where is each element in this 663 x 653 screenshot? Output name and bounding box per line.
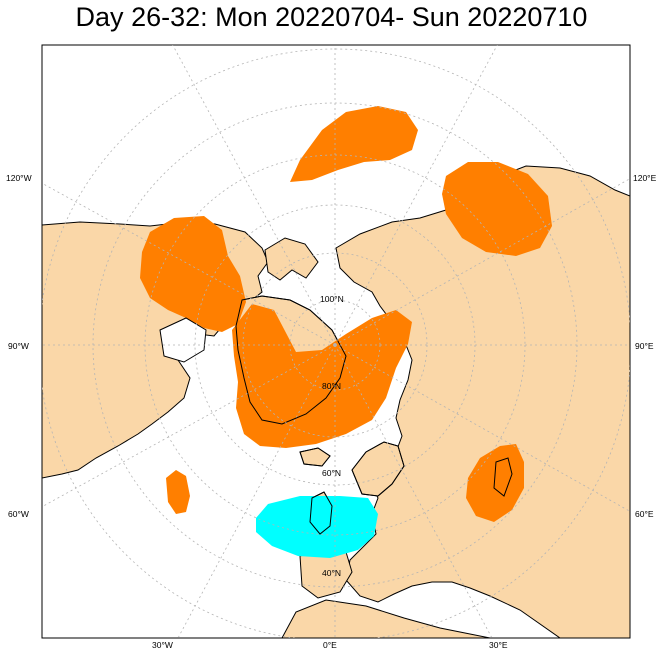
meridian-120w [42, 182, 336, 346]
caspian-coast [493, 457, 513, 497]
positive-anomaly-east-siberia [442, 162, 552, 256]
negative-anomaly-western-europe [256, 496, 378, 558]
lat-label-60n: 60°N [322, 468, 341, 478]
lon-label-30e: 30°E [489, 640, 508, 650]
lon-label-0e: 0°E [323, 640, 337, 650]
meridian-30e [334, 344, 493, 638]
lon-label-60e: 60°E [635, 509, 654, 519]
meridian-30w [177, 344, 336, 638]
positive-anomaly-atlantic-europe [232, 304, 412, 448]
positive-anomaly-atlantic-south [166, 470, 190, 514]
british-isles-coast [309, 491, 333, 535]
lon-label-120w: 120°W [6, 173, 32, 183]
meridian-60w [42, 344, 336, 508]
anomaly-layer [140, 106, 552, 558]
graticule [42, 45, 630, 638]
lon-label-120e: 120°E [633, 173, 657, 183]
lon-label-90e: 90°E [635, 341, 654, 351]
positive-anomaly-north-pacific [290, 106, 418, 182]
arctic-islands-land [264, 237, 319, 281]
scandinavia-coast [351, 441, 405, 497]
lat-label-pole: 100°N [320, 294, 344, 304]
lat-label-40n: 40°N [322, 568, 341, 578]
lon-label-90w: 90°W [8, 341, 29, 351]
iceland-coast [299, 447, 331, 467]
hudson-bay-coast [159, 317, 207, 363]
north-africa-land [281, 599, 491, 638]
lon-label-60w: 60°W [8, 509, 29, 519]
positive-anomaly-canada [140, 216, 246, 332]
lon-label-30w: 30°W [152, 640, 173, 650]
map-title: Day 26-32: Mon 20220704- Sun 20220710 [75, 2, 588, 32]
lat-label-80n: 80°N [322, 381, 341, 391]
greenland-coast [235, 295, 347, 425]
coastline-layer [159, 295, 513, 535]
